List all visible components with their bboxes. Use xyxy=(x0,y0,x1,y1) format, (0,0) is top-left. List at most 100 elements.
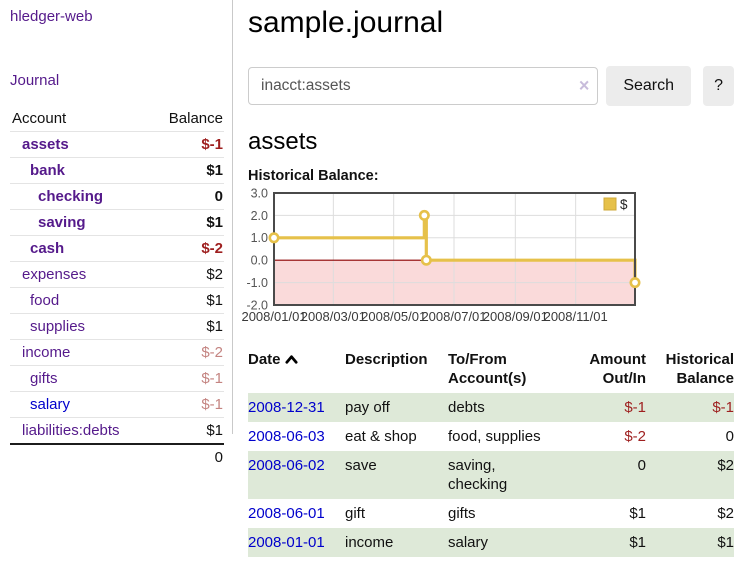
transaction-date-link[interactable]: 2008-06-03 xyxy=(248,428,325,445)
transaction-balance: $2 xyxy=(717,505,734,522)
accounts-header-balance: Balance xyxy=(168,110,223,127)
clear-search-icon[interactable]: × xyxy=(578,75,590,96)
transaction-accounts: saving, checking xyxy=(448,451,560,499)
account-balance: $-1 xyxy=(201,136,223,153)
sort-ascending-icon xyxy=(284,351,298,370)
account-balance: $-1 xyxy=(201,370,223,387)
account-link[interactable]: bank xyxy=(30,162,66,179)
transaction-balance: $-1 xyxy=(646,393,734,422)
account-link[interactable]: income xyxy=(22,344,71,361)
txn-header-date-label: Date xyxy=(248,351,281,368)
transaction-balance: $1 xyxy=(646,528,734,557)
transaction-accounts: salary xyxy=(448,528,560,557)
section-title: assets xyxy=(248,128,318,155)
account-link[interactable]: checking xyxy=(38,188,104,205)
transaction-amount: $-1 xyxy=(560,393,646,422)
transaction-description: income xyxy=(345,528,448,557)
chart-y-tick-label: -1.0 xyxy=(246,276,268,290)
account-balance: $-2 xyxy=(201,344,223,361)
chart-data-point xyxy=(629,277,641,289)
main-content: sample.journal × Search ? assets Histori… xyxy=(234,0,742,557)
account-row: income $-2 xyxy=(10,339,224,366)
accounts-total-value: 0 xyxy=(150,443,224,470)
chart-x-tick-label: 2008/07/01 xyxy=(421,309,486,324)
transaction-balance: 0 xyxy=(725,428,734,445)
account-balance: $1 xyxy=(206,318,223,335)
transactions-table: Date Description To/From Account(s) Amou… xyxy=(248,348,734,557)
chart-legend-label: $ xyxy=(620,197,628,212)
accounts-total-row: 0 xyxy=(10,443,224,470)
transaction-date-link[interactable]: 2008-01-01 xyxy=(248,534,325,551)
search-button[interactable]: Search xyxy=(606,66,692,106)
account-balance: $-1 xyxy=(201,396,223,413)
txn-header-accounts: To/From Account(s) xyxy=(448,351,527,387)
transaction-amount: $1 xyxy=(560,528,646,557)
page-title: sample.journal xyxy=(248,6,444,39)
account-row: gifts $-1 xyxy=(10,365,224,392)
account-balance: $2 xyxy=(206,266,223,283)
chart-x-tick-label: 2008/03/01 xyxy=(301,309,366,324)
account-row: bank $1 xyxy=(10,157,224,184)
search-bar: × Search ? xyxy=(248,66,734,106)
account-row: liabilities:debts $1 xyxy=(10,417,224,444)
account-balance: $1 xyxy=(206,214,223,231)
help-button[interactable]: ? xyxy=(703,66,734,106)
chart-y-tick-label: 2.0 xyxy=(251,209,268,223)
chart-data-point xyxy=(418,209,430,221)
transaction-amount: $-2 xyxy=(624,428,646,445)
transaction-date-link[interactable]: 2008-06-02 xyxy=(248,457,325,474)
transaction-description: gift xyxy=(345,505,366,522)
transaction-accounts: gifts xyxy=(448,505,476,522)
account-link[interactable]: food xyxy=(30,292,60,309)
transaction-accounts: food, supplies xyxy=(448,428,541,445)
account-row: checking 0 xyxy=(10,183,224,210)
account-row: assets $-1 xyxy=(10,131,224,158)
transaction-balance: $2 xyxy=(646,451,734,499)
account-row: expenses $2 xyxy=(10,261,224,288)
search-input[interactable] xyxy=(248,67,599,105)
transaction-description: save xyxy=(345,451,448,499)
account-balance: $1 xyxy=(206,162,223,179)
chart-legend-swatch xyxy=(603,197,617,211)
account-row: cash $-2 xyxy=(10,235,224,262)
transaction-amount: $1 xyxy=(629,505,646,522)
transaction-amount: 0 xyxy=(560,451,646,499)
chart-x-tick-label: 2008/01/01 xyxy=(241,309,306,324)
accounts-table: Account Balance assets $-1 bank $1 check… xyxy=(10,107,224,470)
account-row: saving $1 xyxy=(10,209,224,236)
transaction-date-link[interactable]: 2008-06-01 xyxy=(248,505,325,522)
chart-data-point xyxy=(268,232,280,244)
account-row: salary $-1 xyxy=(10,391,224,418)
chart-y-tick-label: 3.0 xyxy=(251,186,268,200)
account-balance: $1 xyxy=(206,292,223,309)
account-link[interactable]: supplies xyxy=(30,318,86,335)
account-balance: 0 xyxy=(214,188,223,205)
transaction-date-link[interactable]: 2008-12-31 xyxy=(248,399,325,416)
transaction-description: eat & shop xyxy=(345,428,417,445)
sidebar: hledger-web Journal Account Balance asse… xyxy=(0,0,233,470)
account-link[interactable]: salary xyxy=(30,396,71,413)
account-link[interactable]: assets xyxy=(22,136,69,153)
chart-data-point xyxy=(420,254,432,266)
txn-header-amount: Amount Out/In xyxy=(589,351,646,387)
chart-x-tick-label: 2008/05/01 xyxy=(361,309,426,324)
account-link[interactable]: saving xyxy=(38,214,86,231)
account-link[interactable]: gifts xyxy=(30,370,58,387)
chart-border xyxy=(273,192,636,306)
account-balance: $-2 xyxy=(201,240,223,257)
transaction-description: pay off xyxy=(345,393,448,422)
accounts-header-account: Account xyxy=(12,110,67,127)
sidebar-item-journal[interactable]: Journal xyxy=(10,72,60,89)
account-link[interactable]: cash xyxy=(30,240,65,257)
app-title-link[interactable]: hledger-web xyxy=(10,8,93,25)
transaction-accounts: debts xyxy=(448,393,560,422)
account-link[interactable]: expenses xyxy=(22,266,87,283)
account-link[interactable]: liabilities:debts xyxy=(22,422,120,439)
chart-y-tick-label: 0.0 xyxy=(251,254,268,268)
chart-heading: Historical Balance: xyxy=(248,168,379,184)
account-row: food $1 xyxy=(10,287,224,314)
historical-balance-chart: 3.0 2.0 1.0 0.0 -1.0 -2.02008/01/012008/03/01… xyxy=(241,186,641,324)
account-row: supplies $1 xyxy=(10,313,224,340)
transaction-row: 2008-01-01 income salary $1 $1 xyxy=(248,528,734,557)
txn-header-date[interactable]: Date xyxy=(248,348,345,393)
